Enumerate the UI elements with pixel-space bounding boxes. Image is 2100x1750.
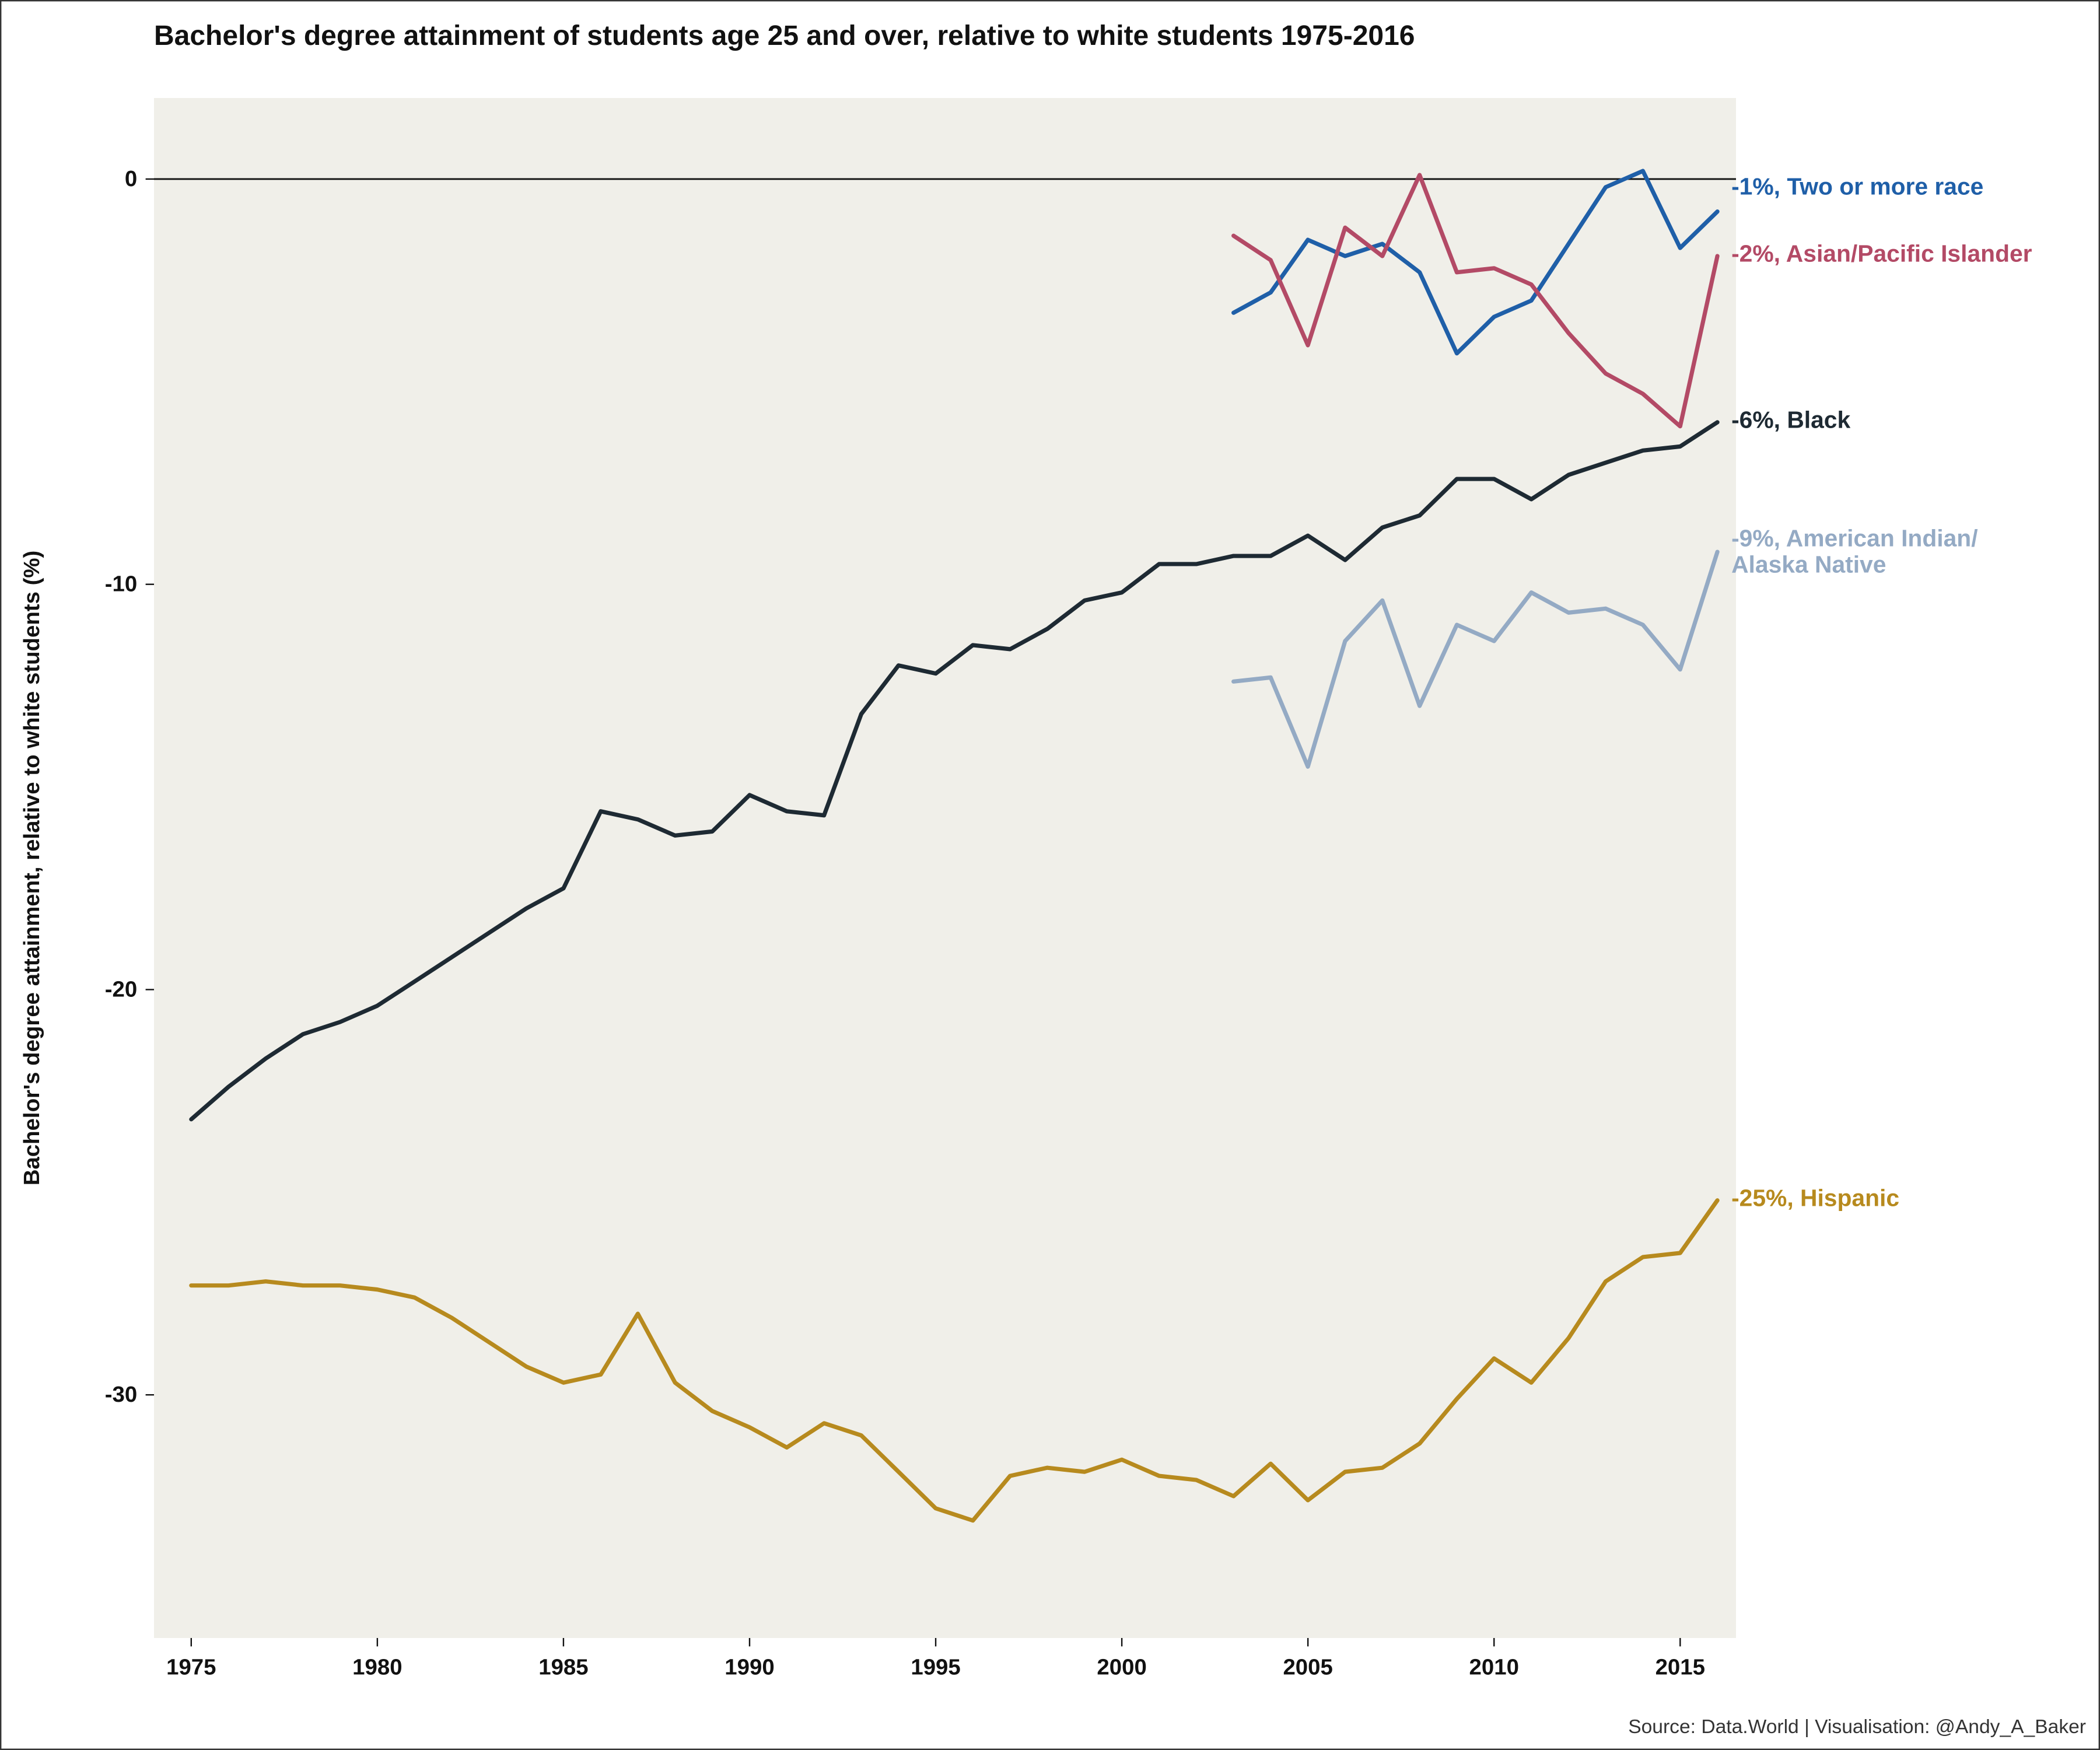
chart-title: Bachelor's degree attainment of students… — [154, 20, 1415, 51]
y-axis-label: Bachelor's degree attainment, relative t… — [19, 551, 44, 1186]
y-tick-label: 0 — [125, 166, 137, 191]
x-tick-label: 2000 — [1097, 1654, 1146, 1679]
series-label-asian-pacific-islander: -2%, Asian/Pacific Islander — [1731, 240, 2032, 267]
x-tick-label: 1995 — [911, 1654, 960, 1679]
source-caption: Source: Data.World | Visualisation: @And… — [1628, 1716, 2086, 1738]
y-tick-label: -10 — [105, 572, 138, 597]
x-tick-label: 2015 — [1656, 1654, 1705, 1679]
y-tick-label: -20 — [105, 977, 138, 1002]
x-tick-label: 2005 — [1283, 1654, 1332, 1679]
series-label-black: -6%, Black — [1731, 406, 1850, 433]
line-chart-svg: Bachelor's degree attainment of students… — [0, 0, 2100, 1750]
chart-container: Bachelor's degree attainment of students… — [0, 0, 2100, 1750]
x-tick-label: 1990 — [724, 1654, 774, 1679]
series-label-two-or-more-race: -1%, Two or more race — [1731, 173, 1983, 200]
series-label-hispanic: -25%, Hispanic — [1731, 1184, 1899, 1211]
x-tick-label: 1980 — [352, 1654, 402, 1679]
y-tick-label: -30 — [105, 1382, 138, 1407]
x-tick-label: 1975 — [166, 1654, 216, 1679]
x-tick-label: 2010 — [1469, 1654, 1519, 1679]
x-tick-label: 1985 — [538, 1654, 588, 1679]
plot-area — [154, 98, 1736, 1638]
